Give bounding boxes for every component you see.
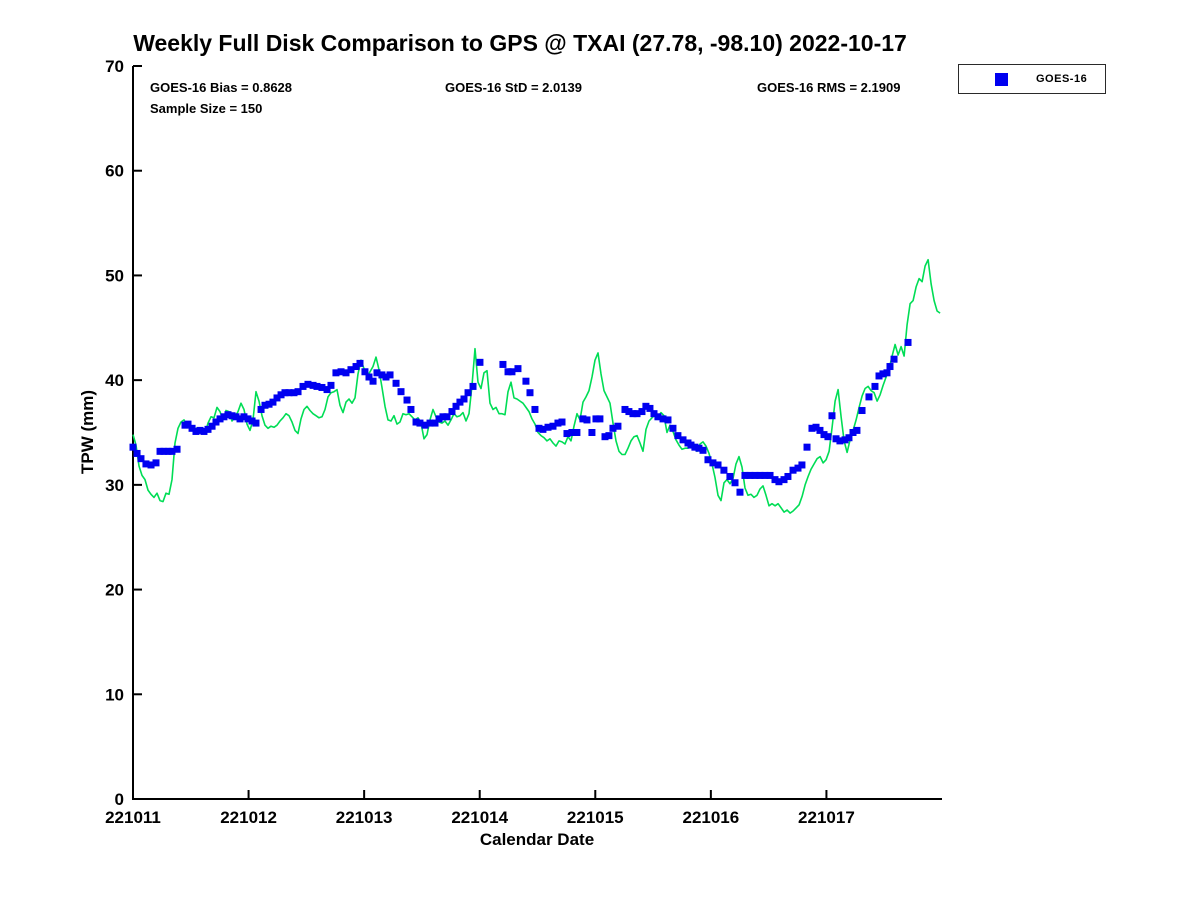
gps-line-series bbox=[132, 258, 941, 514]
stat-std: GOES-16 StD = 2.0139 bbox=[445, 80, 582, 95]
x-tick-label: 221017 bbox=[798, 808, 855, 827]
y-tick-label: 10 bbox=[105, 685, 124, 704]
x-tick-label: 221014 bbox=[451, 808, 508, 827]
y-axis-tick-labels: 0 10 20 30 40 50 60 70 bbox=[105, 57, 124, 809]
x-tick-label: 221016 bbox=[682, 808, 739, 827]
y-tick-label: 30 bbox=[105, 476, 124, 495]
y-tick-label: 50 bbox=[105, 266, 124, 285]
axes bbox=[132, 65, 942, 800]
x-tick-label: 221015 bbox=[567, 808, 624, 827]
y-tick-label: 0 bbox=[115, 790, 124, 809]
x-tick-label: 221013 bbox=[336, 808, 393, 827]
goes16-scatter-series bbox=[129, 338, 912, 496]
stat-rms: GOES-16 RMS = 2.1909 bbox=[757, 80, 901, 95]
y-tick-label: 60 bbox=[105, 162, 124, 181]
x-tick-label: 221012 bbox=[220, 808, 277, 827]
y-tick-label: 20 bbox=[105, 581, 124, 600]
stat-sample-size: Sample Size = 150 bbox=[150, 101, 263, 116]
x-axis-tick-labels: 221011 221012 221013 221014 221015 221016 2210… bbox=[105, 808, 855, 827]
stat-bias: GOES-16 Bias = 0.8628 bbox=[150, 80, 293, 95]
square-icon bbox=[995, 72, 1008, 86]
legend-entry-label: GOES-16 bbox=[1036, 73, 1088, 85]
legend-box: GOES-16 bbox=[958, 64, 1106, 94]
x-axis-label: Calendar Date bbox=[479, 830, 595, 849]
x-tick-label: 221011 bbox=[105, 808, 161, 827]
chart-title: Weekly Full Disk Comparison to GPS @ TXA… bbox=[133, 30, 907, 56]
y-axis-label: TPW (mm) bbox=[78, 389, 97, 475]
y-tick-label: 70 bbox=[105, 57, 124, 76]
y-tick-label: 40 bbox=[105, 371, 124, 390]
